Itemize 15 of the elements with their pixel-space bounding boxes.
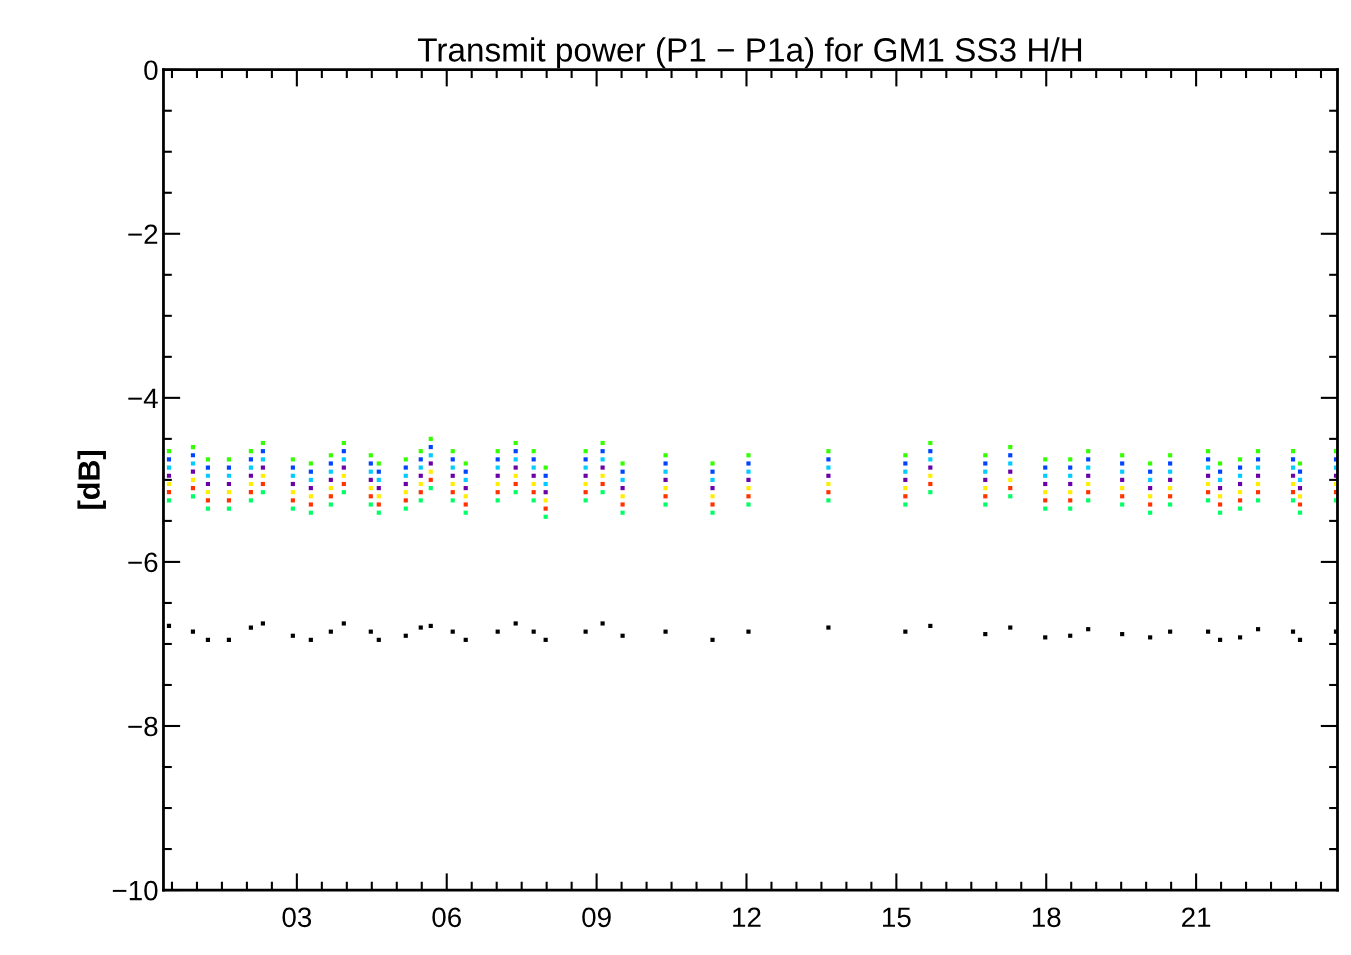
x-tick-label: 18 <box>1032 907 1061 928</box>
x-tick-label: 06 <box>432 907 461 928</box>
x-tick-label: 15 <box>883 907 911 928</box>
x-tick-label: 03 <box>282 907 312 928</box>
y-tick-label: 0 <box>144 60 158 81</box>
x-tick-label: 12 <box>733 907 761 927</box>
y-tick-label: −8 <box>128 716 158 737</box>
chart-title: Transmit power (P1 − P1a) for GM1 SS3 H/H <box>417 37 1082 69</box>
y-tick-label: −6 <box>128 552 158 573</box>
y-tick-label: −10 <box>112 880 158 901</box>
y-tick-label: −2 <box>128 224 158 244</box>
x-tick-label: 09 <box>582 907 611 928</box>
y-tick-label: −4 <box>128 388 158 408</box>
x-tick-label: 21 <box>1182 907 1211 927</box>
y-axis-title: [dB] <box>77 451 106 509</box>
